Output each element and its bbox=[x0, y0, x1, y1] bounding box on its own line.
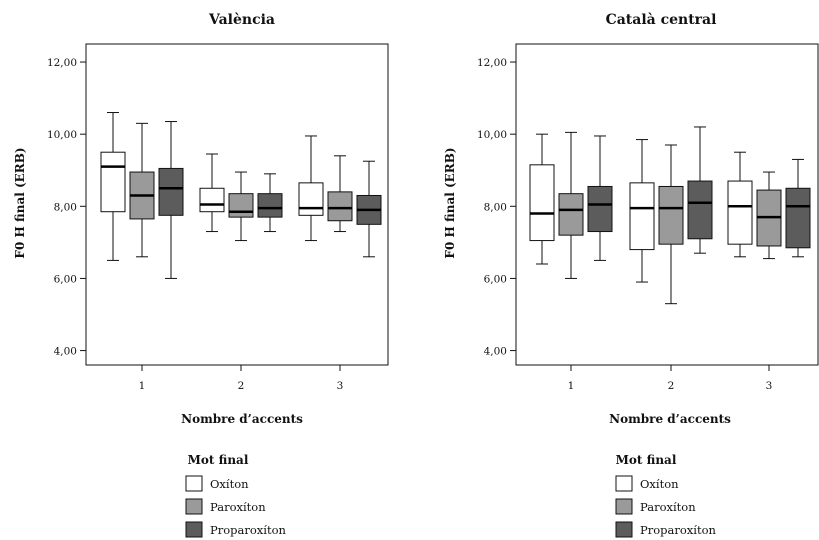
box-proparoxíton-3 bbox=[356, 160, 382, 258]
box-iqr bbox=[327, 191, 353, 222]
y-tick-label: 6,00 bbox=[484, 273, 507, 285]
x-axis-label: Nombre d’accents bbox=[609, 412, 731, 426]
y-tick-label: 10,00 bbox=[477, 129, 507, 141]
chart-panel-catala-central: Català central F0 H final (ERB) Nombre d… bbox=[443, 12, 819, 538]
box-iqr bbox=[558, 193, 584, 236]
legend-title: Mot final bbox=[188, 453, 249, 467]
x-tick-label: 3 bbox=[337, 380, 344, 392]
legend-swatch-oxiton bbox=[615, 475, 633, 492]
box-iqr bbox=[658, 185, 684, 245]
y-tick-label: 4,00 bbox=[484, 346, 507, 358]
box-oxíton-1 bbox=[529, 133, 555, 265]
legend: Mot final Oxíton Paroxíton Proparoxíton bbox=[615, 453, 717, 538]
box-proparoxíton-2 bbox=[687, 126, 713, 254]
x-tick-label: 1 bbox=[139, 380, 146, 392]
box-iqr bbox=[298, 182, 324, 216]
legend-swatch-oxiton bbox=[185, 475, 203, 492]
chart-title: València bbox=[208, 12, 275, 28]
box-iqr bbox=[100, 151, 126, 213]
box-iqr bbox=[687, 180, 713, 240]
box-iqr bbox=[629, 182, 655, 251]
box-paroxíton-2 bbox=[228, 171, 254, 242]
box-iqr bbox=[529, 164, 555, 242]
legend-title: Mot final bbox=[616, 453, 677, 467]
x-tick-label: 3 bbox=[766, 380, 773, 392]
y-tick-label: 8,00 bbox=[484, 201, 507, 213]
box-iqr bbox=[727, 180, 753, 245]
plot-frame bbox=[515, 43, 819, 366]
box-paroxíton-1 bbox=[558, 131, 584, 279]
y-tick-label: 4,00 bbox=[54, 346, 77, 358]
box-oxíton-2 bbox=[199, 153, 225, 233]
chart-panel-valencia: València F0 H final (ERB) Nombre d’accen… bbox=[13, 12, 389, 538]
box-iqr bbox=[158, 167, 184, 216]
box-oxíton-3 bbox=[298, 135, 324, 242]
legend-label-paroxiton: Paroxíton bbox=[640, 500, 696, 514]
box-paroxíton-3 bbox=[327, 155, 353, 233]
legend-swatch-paroxiton bbox=[615, 498, 633, 515]
box-oxíton-3 bbox=[727, 151, 753, 258]
legend-swatch-paroxiton bbox=[185, 498, 203, 515]
box-proparoxíton-2 bbox=[257, 173, 283, 233]
box-iqr bbox=[587, 185, 613, 233]
box-oxíton-1 bbox=[100, 112, 126, 261]
legend-label-proparoxiton: Proparoxíton bbox=[210, 523, 287, 537]
x-axis-label: Nombre d’accents bbox=[181, 412, 303, 426]
legend-swatch-proparoxiton bbox=[185, 521, 203, 538]
box-paroxíton-2 bbox=[658, 144, 684, 305]
box-iqr bbox=[199, 187, 225, 213]
y-tick-label: 12,00 bbox=[477, 57, 507, 69]
x-tick-label: 2 bbox=[238, 380, 245, 392]
x-tick-label: 2 bbox=[668, 380, 675, 392]
legend: Mot final Oxíton Paroxíton Proparoxíton bbox=[185, 453, 287, 538]
y-tick-label: 10,00 bbox=[47, 129, 77, 141]
legend-label-paroxiton: Paroxíton bbox=[210, 500, 266, 514]
box-paroxíton-1 bbox=[129, 122, 155, 258]
box-iqr bbox=[257, 193, 283, 218]
y-axis-label: F0 H final (ERB) bbox=[443, 147, 457, 258]
box-iqr bbox=[785, 187, 811, 249]
legend-label-oxiton: Oxíton bbox=[640, 477, 679, 491]
legend-swatch-proparoxiton bbox=[615, 521, 633, 538]
box-proparoxíton-3 bbox=[785, 158, 811, 258]
legend-label-oxiton: Oxíton bbox=[210, 477, 249, 491]
y-tick-label: 12,00 bbox=[47, 57, 77, 69]
y-axis-label: F0 H final (ERB) bbox=[13, 147, 27, 258]
box-proparoxíton-1 bbox=[587, 135, 613, 261]
x-tick-label: 1 bbox=[568, 380, 575, 392]
box-oxíton-2 bbox=[629, 139, 655, 283]
y-tick-label: 8,00 bbox=[54, 201, 77, 213]
legend-label-proparoxiton: Proparoxíton bbox=[640, 523, 717, 537]
box-proparoxíton-1 bbox=[158, 121, 184, 279]
y-tick-label: 6,00 bbox=[54, 273, 77, 285]
box-paroxíton-3 bbox=[756, 171, 782, 260]
plot-frame bbox=[85, 43, 389, 366]
box-iqr bbox=[228, 193, 254, 218]
chart-title: Català central bbox=[606, 12, 717, 28]
